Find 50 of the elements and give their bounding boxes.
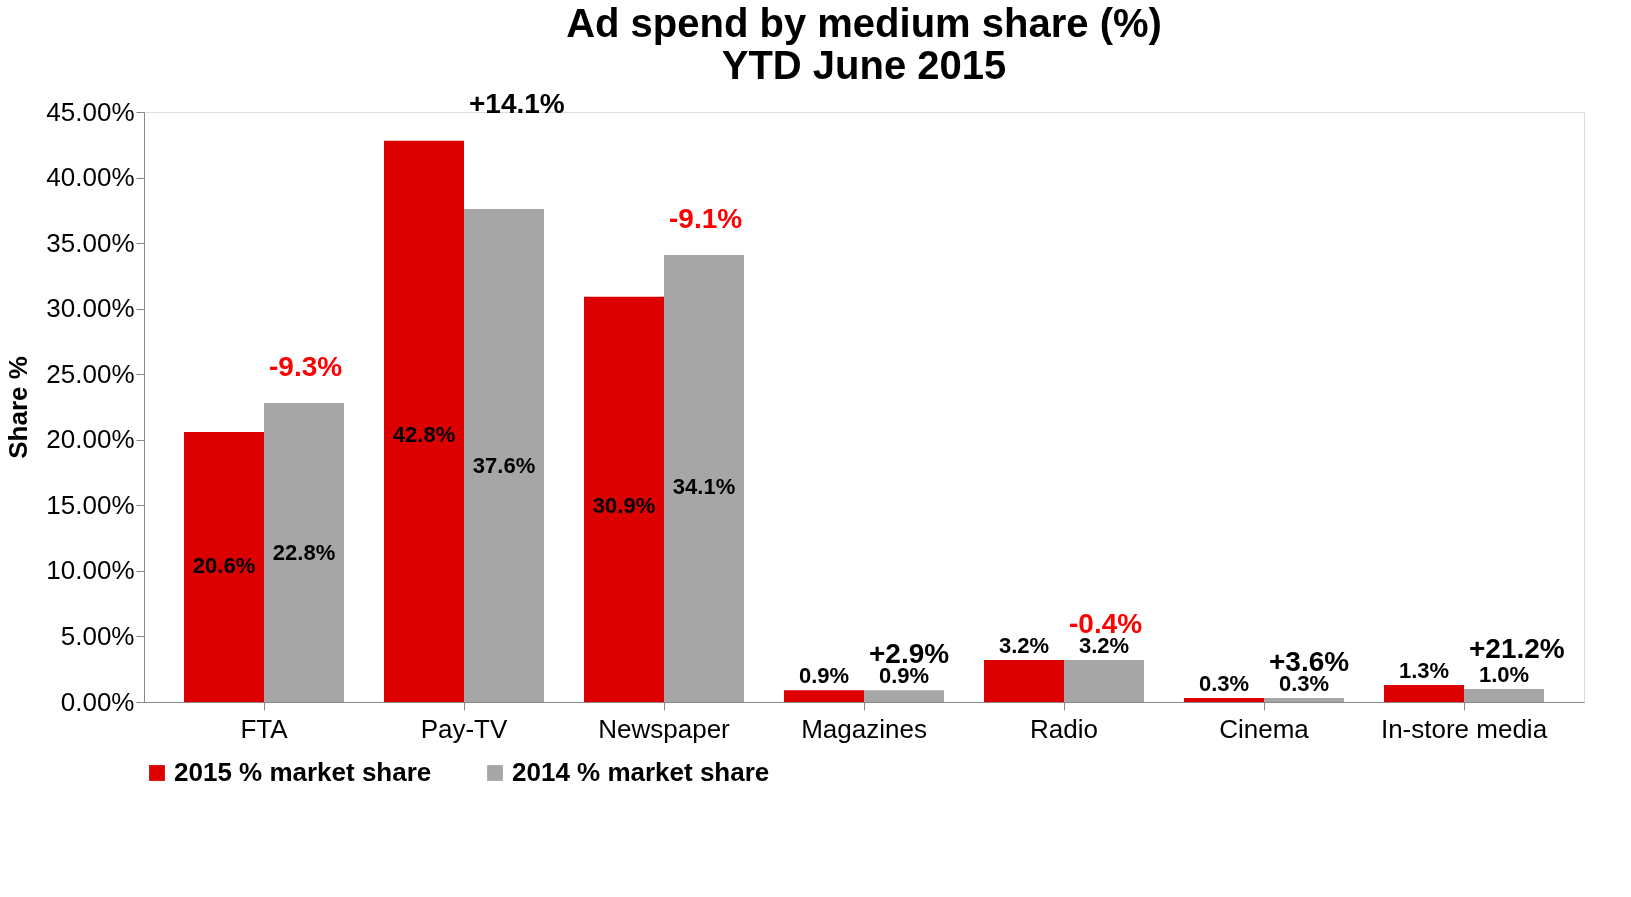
y-tick-label: 25.00% bbox=[46, 358, 135, 389]
annotation: -9.1% bbox=[669, 202, 743, 234]
bar bbox=[664, 254, 744, 702]
data-label: 1.0% bbox=[1478, 661, 1530, 687]
text: Ad spend by medium share (%) bbox=[566, 1, 1162, 46]
bar bbox=[464, 209, 544, 702]
bar bbox=[1064, 660, 1144, 702]
x-tick-label: Newspaper bbox=[598, 713, 731, 744]
bar bbox=[264, 403, 344, 702]
bar bbox=[1184, 698, 1264, 702]
data-label: 34.1% bbox=[672, 473, 736, 499]
bar bbox=[784, 690, 864, 702]
bar bbox=[384, 140, 464, 702]
data-label: 3.2% bbox=[998, 633, 1050, 659]
data-label: 42.8% bbox=[392, 422, 456, 448]
annotation: +21.2% bbox=[1469, 632, 1565, 664]
bar bbox=[1264, 698, 1344, 702]
y-tick-label: 45.00% bbox=[46, 96, 135, 127]
annotation: -9.3% bbox=[269, 350, 343, 382]
data-label: 22.8% bbox=[272, 540, 336, 566]
y-tick-label: 5.00% bbox=[60, 620, 135, 651]
legend-label: 2015 % market share bbox=[174, 757, 432, 787]
bar bbox=[984, 660, 1064, 702]
annotation: +14.1% bbox=[469, 88, 565, 120]
data-label: 0.3% bbox=[1198, 671, 1250, 697]
y-tick-label: 10.00% bbox=[46, 555, 135, 586]
y-tick-label: 40.00% bbox=[46, 162, 135, 193]
bar bbox=[184, 431, 264, 702]
x-tick-label: Pay-TV bbox=[420, 713, 508, 744]
y-axis-title: Share % bbox=[3, 356, 34, 459]
data-label: 37.6% bbox=[472, 453, 536, 479]
bar bbox=[584, 296, 664, 702]
y-tick-label: 0.00% bbox=[60, 686, 135, 717]
data-label: 20.6% bbox=[192, 553, 256, 579]
x-tick-label: FTA bbox=[240, 713, 289, 744]
legend-label: 2014 % market share bbox=[512, 757, 770, 787]
bar bbox=[864, 690, 944, 702]
bar bbox=[1464, 688, 1544, 702]
y-tick-label: 15.00% bbox=[46, 489, 135, 520]
y-tick-label: 30.00% bbox=[46, 293, 135, 324]
data-label: 0.9% bbox=[798, 663, 850, 689]
data-label: 1.3% bbox=[1398, 657, 1450, 683]
x-tick-label: Magazines bbox=[801, 713, 927, 744]
x-tick-label: Cinema bbox=[1219, 713, 1310, 744]
x-tick-label: Radio bbox=[1030, 713, 1098, 744]
x-tick-label: In-store media bbox=[1380, 713, 1548, 744]
data-label: 30.9% bbox=[592, 492, 656, 518]
y-tick-label: 35.00% bbox=[46, 227, 135, 258]
y-tick-label: 20.00% bbox=[46, 424, 135, 455]
bar bbox=[1384, 684, 1464, 702]
